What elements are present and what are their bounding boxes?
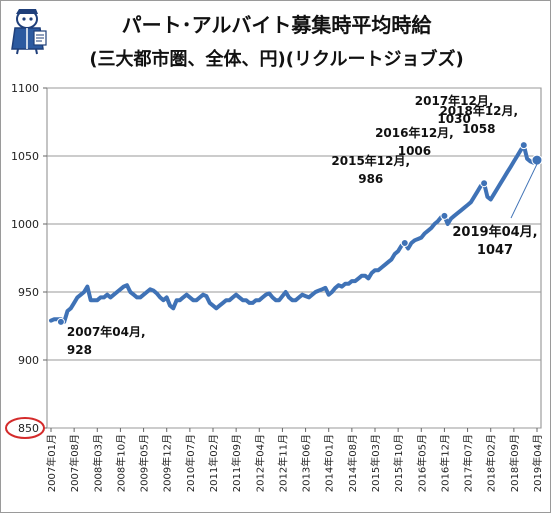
x-tick-label: 2007年08月 xyxy=(68,434,81,492)
x-tick-label: 2018年09月 xyxy=(508,434,521,492)
series-line xyxy=(49,143,539,324)
y-tick-label: 950 xyxy=(18,286,39,299)
x-tick-label: 2015年10月 xyxy=(392,434,405,492)
x-tick-label: 2009年05月 xyxy=(138,434,151,492)
data-point-marker xyxy=(480,179,489,188)
y-tick-label: 1050 xyxy=(11,150,39,163)
data-point-marker xyxy=(400,239,409,248)
data-point-marker xyxy=(440,211,449,220)
y-tick-label: 1100 xyxy=(11,82,39,95)
data-point-marker xyxy=(519,141,528,150)
x-axis-tick-labels: 2007年01月 2007年08月 2008年03月 2008年10月 2009年05月… xyxy=(45,434,544,492)
annotation-leader xyxy=(510,163,538,219)
y-tick-label: 850 xyxy=(18,422,39,435)
data-label: 1006 xyxy=(398,144,431,158)
x-tick-label: 2015年03月 xyxy=(369,434,382,492)
data-point-marker xyxy=(531,154,543,166)
x-tick-label: 2012年11月 xyxy=(276,434,289,492)
chart-title: パート･アルバイト募集時平均時給 xyxy=(121,13,432,37)
x-tick-label: 2012年04月 xyxy=(253,434,266,492)
data-label: 2015年12月, xyxy=(331,153,410,168)
data-label: 1030 xyxy=(437,112,470,126)
data-label: 2007年04月, xyxy=(67,324,146,339)
highlight-circle xyxy=(5,417,45,439)
data-label: 2019年04月, xyxy=(452,224,537,240)
x-tick-label: 2016年05月 xyxy=(415,434,428,492)
data-label: 2018年12月, xyxy=(439,103,518,118)
plot-area xyxy=(46,87,542,429)
data-label: 1058 xyxy=(462,122,495,136)
data-label: 2017年12月, xyxy=(415,93,494,108)
data-point-marker xyxy=(56,317,65,326)
x-tick-label: 2014年01月 xyxy=(323,434,336,492)
y-axis-tick-labels: 850 900 950 1000 1050 1100 xyxy=(5,82,45,439)
x-tick-label: 2008年10月 xyxy=(114,434,127,492)
x-tick-label: 2007年01月 xyxy=(45,434,58,492)
x-tick-label: 2013年06月 xyxy=(300,434,313,492)
x-tick-label: 2011年09月 xyxy=(230,434,243,492)
x-tick-label: 2010年07月 xyxy=(184,434,197,492)
y-tick-label: 1000 xyxy=(11,218,39,231)
data-label: 928 xyxy=(67,343,92,357)
x-tick-label: 2018年02月 xyxy=(485,434,498,492)
x-tick-label: 2008年03月 xyxy=(91,434,104,492)
x-tick-label: 2016年12月 xyxy=(438,434,451,492)
x-tick-label: 2011年02月 xyxy=(207,434,220,492)
data-label: 1047 xyxy=(477,243,513,258)
grid-lines xyxy=(43,87,542,432)
data-label: 986 xyxy=(358,172,383,186)
reporter-mascot-icon xyxy=(11,9,47,55)
data-label: 2016年12月, xyxy=(375,125,454,140)
x-tick-label: 2014年08月 xyxy=(346,434,359,492)
x-tick-label: 2019年04月 xyxy=(531,434,544,492)
annotation-layer: 2007年04月, 928 2015年12月, 986 2016年12月, 1006 201… xyxy=(56,93,543,357)
x-tick-label: 2017年07月 xyxy=(462,434,475,492)
chart-subtitle: (三大都市圏、全体、円)(リクルートジョブズ) xyxy=(89,49,464,70)
series-layer xyxy=(49,143,539,324)
x-tick-label: 2009年12月 xyxy=(161,434,174,492)
y-tick-label: 900 xyxy=(18,354,39,367)
